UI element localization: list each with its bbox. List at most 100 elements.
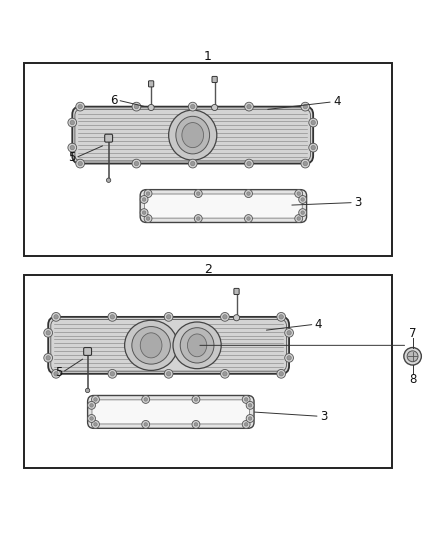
- Text: 7: 7: [409, 327, 417, 340]
- Text: 5: 5: [55, 366, 62, 379]
- Circle shape: [301, 159, 310, 168]
- Circle shape: [94, 398, 97, 401]
- Circle shape: [309, 118, 318, 127]
- Circle shape: [108, 312, 117, 321]
- Circle shape: [85, 388, 90, 393]
- Circle shape: [279, 314, 283, 319]
- Circle shape: [148, 104, 154, 110]
- Circle shape: [287, 330, 291, 335]
- FancyBboxPatch shape: [145, 194, 302, 218]
- Circle shape: [92, 395, 99, 403]
- FancyBboxPatch shape: [24, 275, 392, 468]
- Circle shape: [142, 421, 150, 429]
- Circle shape: [303, 104, 307, 109]
- Circle shape: [140, 209, 148, 216]
- Circle shape: [188, 159, 197, 168]
- Circle shape: [140, 196, 148, 204]
- FancyBboxPatch shape: [48, 317, 289, 374]
- Circle shape: [44, 353, 53, 362]
- Text: 3: 3: [320, 410, 327, 423]
- Circle shape: [242, 395, 250, 403]
- Ellipse shape: [125, 320, 178, 370]
- FancyBboxPatch shape: [24, 63, 392, 255]
- Circle shape: [301, 211, 304, 214]
- Circle shape: [247, 217, 250, 220]
- FancyBboxPatch shape: [72, 107, 313, 164]
- Circle shape: [108, 369, 117, 378]
- Circle shape: [132, 102, 141, 111]
- Circle shape: [194, 423, 198, 426]
- Circle shape: [194, 190, 202, 198]
- Circle shape: [297, 192, 300, 195]
- FancyBboxPatch shape: [84, 348, 92, 356]
- Circle shape: [166, 314, 171, 319]
- Circle shape: [244, 159, 254, 168]
- Circle shape: [295, 215, 303, 222]
- Circle shape: [52, 312, 60, 321]
- Circle shape: [191, 104, 195, 109]
- Circle shape: [247, 161, 251, 166]
- Ellipse shape: [176, 116, 209, 154]
- Text: 4: 4: [314, 318, 322, 331]
- Circle shape: [220, 312, 230, 321]
- FancyBboxPatch shape: [148, 81, 154, 87]
- Circle shape: [192, 421, 200, 429]
- Circle shape: [223, 372, 227, 376]
- Circle shape: [191, 161, 195, 166]
- Circle shape: [68, 143, 77, 152]
- Circle shape: [197, 192, 200, 195]
- Circle shape: [303, 161, 307, 166]
- Circle shape: [142, 211, 146, 214]
- Circle shape: [76, 159, 85, 168]
- Circle shape: [110, 314, 114, 319]
- Circle shape: [287, 356, 291, 360]
- Ellipse shape: [173, 322, 221, 369]
- Circle shape: [92, 421, 99, 429]
- Circle shape: [144, 398, 148, 401]
- Circle shape: [88, 415, 95, 423]
- Circle shape: [194, 398, 198, 401]
- FancyBboxPatch shape: [234, 288, 239, 295]
- Circle shape: [68, 118, 77, 127]
- Circle shape: [212, 104, 218, 110]
- Circle shape: [244, 398, 248, 401]
- Circle shape: [244, 102, 254, 111]
- FancyBboxPatch shape: [105, 134, 113, 142]
- Text: 3: 3: [354, 196, 361, 209]
- Circle shape: [46, 330, 50, 335]
- Circle shape: [164, 312, 173, 321]
- Circle shape: [311, 120, 315, 125]
- Circle shape: [301, 198, 304, 201]
- Circle shape: [110, 372, 114, 376]
- Circle shape: [244, 190, 252, 198]
- Circle shape: [52, 369, 60, 378]
- Circle shape: [76, 102, 85, 111]
- Circle shape: [164, 369, 173, 378]
- Circle shape: [144, 190, 152, 198]
- Circle shape: [247, 104, 251, 109]
- Circle shape: [277, 369, 286, 378]
- FancyBboxPatch shape: [92, 400, 250, 424]
- Circle shape: [54, 372, 58, 376]
- Circle shape: [142, 395, 150, 403]
- Circle shape: [142, 198, 146, 201]
- FancyBboxPatch shape: [212, 76, 217, 83]
- Text: 8: 8: [409, 373, 416, 386]
- Circle shape: [279, 372, 283, 376]
- Circle shape: [70, 146, 74, 150]
- Text: 2: 2: [204, 263, 212, 276]
- Ellipse shape: [182, 123, 204, 148]
- Circle shape: [285, 353, 293, 362]
- Ellipse shape: [132, 327, 170, 364]
- Circle shape: [311, 146, 315, 150]
- Circle shape: [295, 190, 303, 198]
- Circle shape: [247, 192, 250, 195]
- FancyBboxPatch shape: [140, 190, 307, 222]
- Ellipse shape: [187, 334, 207, 357]
- Circle shape: [78, 161, 82, 166]
- Text: 4: 4: [333, 95, 340, 108]
- Circle shape: [54, 314, 58, 319]
- Circle shape: [78, 104, 82, 109]
- Circle shape: [233, 314, 240, 321]
- Circle shape: [46, 356, 50, 360]
